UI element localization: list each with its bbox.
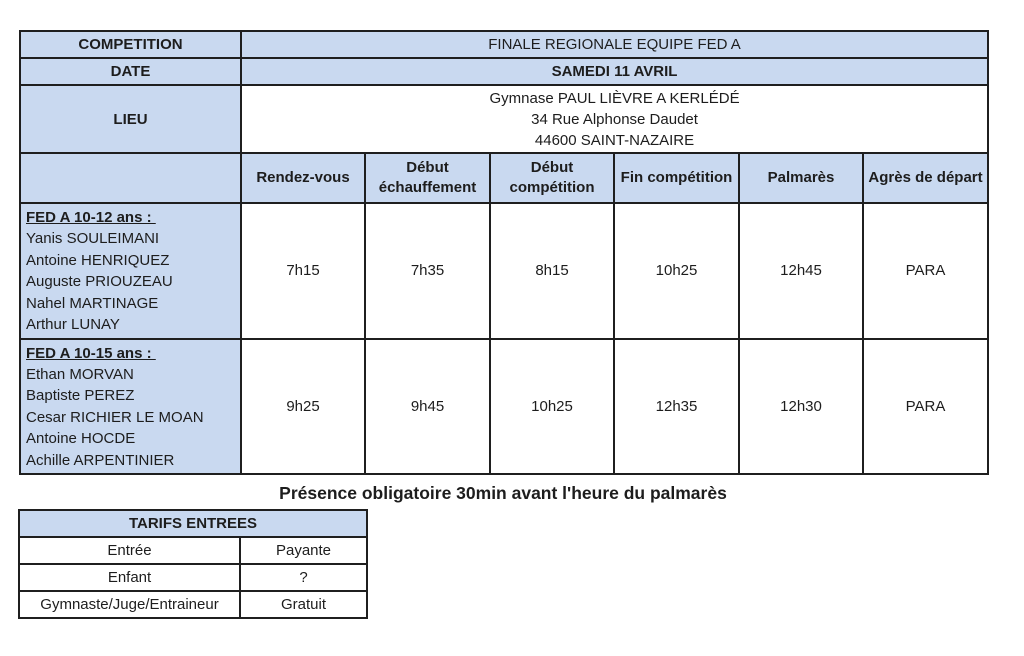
- team-row-fed-a-10-15: FED A 10-15 ans : Ethan MORVAN Baptiste …: [19, 337, 990, 475]
- time-palmares: 12h30: [738, 337, 864, 475]
- time-palmares: 12h45: [738, 202, 864, 340]
- competition-schedule-table: COMPETITION FINALE REGIONALE EQUIPE FED …: [19, 30, 990, 475]
- team-member: Antoine HOCDE: [26, 430, 136, 447]
- header-fin-competition: Fin compétition: [613, 152, 740, 204]
- tarif-value: Payante: [238, 536, 369, 565]
- date-row: DATE SAMEDI 11 AVRIL: [19, 57, 990, 86]
- competition-label-cell: COMPETITION: [19, 30, 242, 59]
- team-member: Antoine HENRIQUEZ: [26, 251, 170, 269]
- tarifs-row-entree: Entrée Payante: [18, 536, 369, 565]
- team-member: Cesar RICHIER LE MOAN: [26, 408, 204, 426]
- tarifs-row-gymnaste: Gymnaste/Juge/Entraineur Gratuit: [18, 590, 369, 619]
- lieu-line-2: 34 Rue Alphonse Daudet: [531, 110, 698, 128]
- team-row-fed-a-10-12: FED A 10-12 ans : Yanis SOULEIMANI Antoi…: [19, 202, 990, 340]
- lieu-row: LIEU Gymnase PAUL LIÈVRE A KERLÉDÉ 34 Ru…: [19, 84, 990, 154]
- schedule-header-row: Rendez-vous Début échauffement Début com…: [19, 152, 990, 204]
- agres-depart-value: PARA: [861, 202, 990, 340]
- tarifs-header-row: TARIFS ENTREES: [17, 509, 369, 538]
- time-rendez-vous: 7h15: [240, 202, 366, 340]
- team-cell-fed-a-10-12: FED A 10-12 ans : Yanis SOULEIMANI Antoi…: [19, 202, 242, 340]
- presence-note: Présence obligatoire 30min avant l'heure…: [279, 483, 727, 503]
- time-rendez-vous: 9h25: [240, 337, 366, 475]
- time-debut-competition: 8h15: [489, 202, 615, 340]
- tarifs-row-enfant: Enfant ?: [18, 563, 369, 592]
- team-member: Achille ARPENTINIER: [26, 451, 175, 469]
- lieu-value-cell: Gymnase PAUL LIÈVRE A KERLÉDÉ 34 Rue Alp…: [239, 84, 990, 154]
- time-fin-competition: 10h25: [613, 202, 740, 340]
- tarif-label: Gymnaste/Juge/Entraineur: [18, 590, 241, 619]
- team-member: Yanis SOULEIMANI: [26, 230, 160, 247]
- team-title: FED A 10-15 ans :: [26, 344, 156, 362]
- team-member: Arthur LUNAY: [26, 316, 120, 333]
- header-debut-echauffement: Début échauffement: [364, 152, 491, 204]
- header-agres-depart: Agrès de départ: [861, 152, 990, 204]
- team-title: FED A 10-12 ans :: [26, 209, 156, 226]
- time-debut-competition: 10h25: [489, 337, 615, 475]
- date-value-cell: SAMEDI 11 AVRIL: [239, 57, 990, 86]
- competition-row: COMPETITION FINALE REGIONALE EQUIPE FED …: [19, 30, 990, 59]
- header-rendez-vous: Rendez-vous: [240, 152, 366, 204]
- tarif-label: Enfant: [18, 563, 241, 592]
- time-debut-echauffement: 7h35: [364, 202, 491, 340]
- lieu-label-cell: LIEU: [19, 84, 242, 154]
- header-empty-cell: [19, 152, 242, 204]
- tarif-value: ?: [238, 563, 369, 592]
- team-member: Nahel MARTINAGE: [26, 294, 159, 312]
- time-debut-echauffement: 9h45: [364, 337, 491, 475]
- competition-value-cell: FINALE REGIONALE EQUIPE FED A: [239, 30, 990, 59]
- tarifs-table: TARIFS ENTREES Entrée Payante Enfant ? G…: [17, 509, 369, 619]
- tarif-label: Entrée: [18, 536, 241, 565]
- team-cell-fed-a-10-15: FED A 10-15 ans : Ethan MORVAN Baptiste …: [19, 337, 242, 475]
- lieu-line-3: 44600 SAINT-NAZAIRE: [534, 131, 695, 149]
- team-member: Ethan MORVAN: [26, 365, 134, 383]
- lieu-line-1: Gymnase PAUL LIÈVRE A KERLÉDÉ: [489, 89, 740, 107]
- header-palmares: Palmarès: [738, 152, 864, 204]
- team-member: Auguste PRIOUZEAU: [26, 273, 173, 290]
- agres-depart-value: PARA: [861, 337, 990, 475]
- header-debut-competition: Début compétition: [489, 152, 615, 204]
- time-fin-competition: 12h35: [613, 337, 740, 475]
- team-member: Baptiste PEREZ: [26, 387, 135, 404]
- tarifs-title-cell: TARIFS ENTREES: [17, 509, 369, 538]
- date-label-cell: DATE: [19, 57, 242, 86]
- tarif-value: Gratuit: [238, 590, 369, 619]
